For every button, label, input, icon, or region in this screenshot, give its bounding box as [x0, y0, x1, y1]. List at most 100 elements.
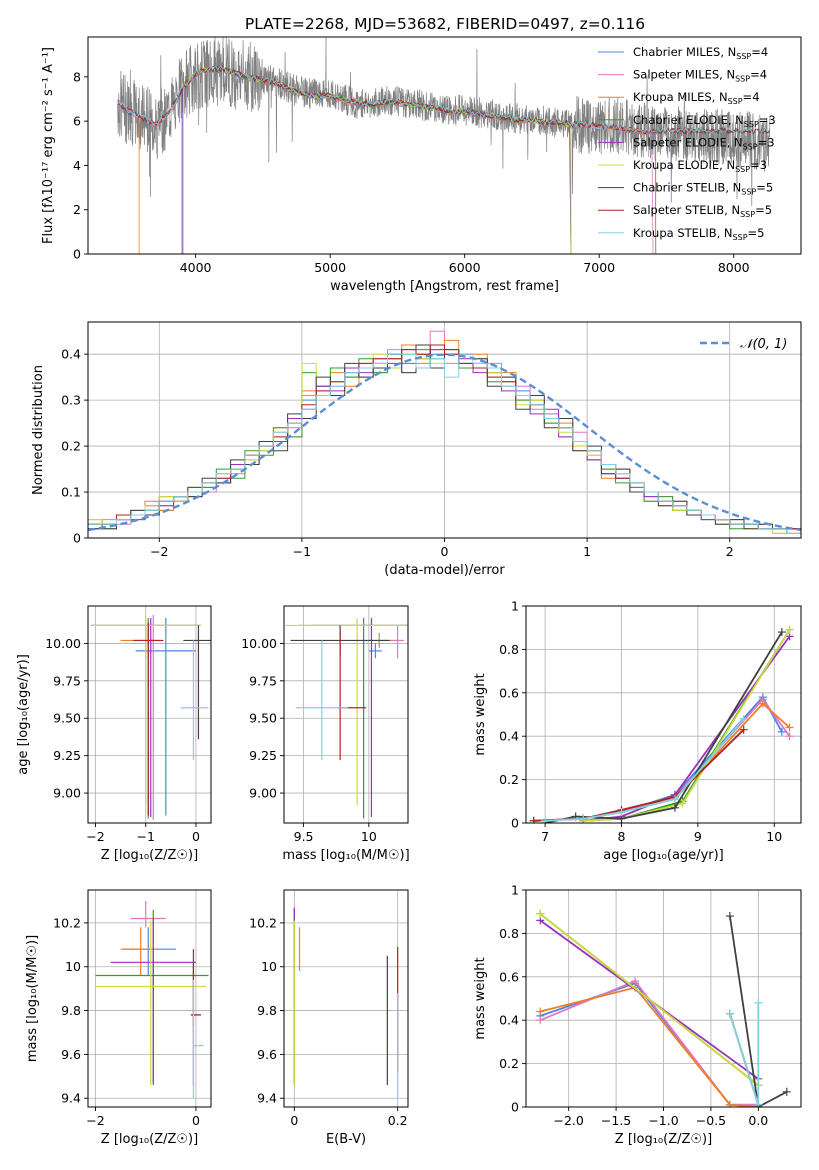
y-tick-label: 9.50 — [53, 711, 81, 726]
massweight-marker-8 — [725, 1009, 734, 1018]
x-tick-label: −2.0 — [553, 1113, 583, 1128]
legend-nssp-eq: = — [750, 68, 760, 82]
residual-hist-8 — [88, 353, 801, 534]
x-axis-label: (data-model)/error — [384, 563, 505, 578]
y-tick-label: 9.4 — [61, 1091, 81, 1106]
plot-area — [529, 625, 794, 823]
x-tick-label: −0.5 — [696, 1113, 726, 1128]
x-tick-label: 0 — [441, 544, 449, 559]
x-tick-label: 4000 — [180, 260, 212, 275]
x-tick-label: 10 — [766, 829, 782, 844]
massweight-line-3 — [583, 629, 791, 822]
x-tick-label: −1.5 — [601, 1113, 631, 1128]
x-tick-label: 7 — [541, 829, 549, 844]
legend-nssp-prefix: , N — [728, 113, 744, 127]
massweight-marker-2 — [536, 1007, 545, 1016]
legend-nssp-value: 4 — [761, 45, 768, 59]
legend-nssp-value: 5 — [757, 226, 764, 240]
legend-label: Salpeter MILES, NSSP=4 — [633, 68, 767, 84]
axes-frame — [87, 36, 802, 255]
massweight-marker-2 — [758, 699, 767, 708]
x-tick-label: 2 — [726, 544, 734, 559]
legend-nssp-prefix: , N — [725, 181, 741, 195]
y-tick-label: 9.25 — [249, 748, 277, 763]
legend-model-name: Salpeter STELIB — [633, 203, 724, 217]
legend-nssp-eq: = — [755, 203, 765, 217]
legend-nssp-eq: = — [750, 158, 760, 172]
plot-area — [536, 909, 791, 1107]
x-tick-label: 6000 — [449, 260, 481, 275]
y-axis-label: Normed distribution — [31, 365, 46, 495]
legend-nssp-sub: SSP — [735, 165, 750, 174]
legend-nssp-value: 3 — [760, 158, 767, 172]
y-tick-label: 6 — [73, 114, 81, 129]
plot-area — [95, 900, 209, 1099]
massweight-marker-1 — [785, 732, 794, 741]
y-tick-label: 0 — [73, 247, 81, 262]
y-tick-label: 0.2 — [499, 772, 519, 787]
x-tick-label: 0.0 — [748, 1113, 768, 1128]
y-tick-label: 10.00 — [241, 636, 277, 651]
y-tick-label: 9.75 — [249, 673, 277, 688]
y-axis-label: Flux [fλ10⁻¹⁷ erg cm⁻² s⁻¹ A⁻¹] — [41, 47, 56, 244]
legend-label: Chabrier ELODIE, NSSP=3 — [633, 113, 776, 129]
y-tick-label: 9.6 — [257, 1047, 277, 1062]
legend-nssp-eq: = — [751, 45, 761, 59]
legend-gaussian-label: 𝒩(0, 1) — [740, 337, 787, 352]
y-tick-label: 9.8 — [257, 1003, 277, 1018]
x-tick-label: 0 — [192, 829, 200, 844]
y-tick-label: 0.8 — [499, 642, 519, 657]
legend-label: Kroupa STELIB, NSSP=5 — [633, 226, 765, 242]
y-tick-label: 9.75 — [53, 673, 81, 688]
x-axis-label: age [log₁₀(age/yr)] — [603, 848, 724, 863]
y-tick-label: 0.2 — [61, 439, 81, 454]
plot-area — [88, 330, 801, 534]
massweight-line-2 — [539, 986, 759, 1107]
legend-nssp-eq: = — [758, 135, 768, 149]
y-tick-label: 1 — [511, 599, 519, 614]
y-tick-label: 2 — [73, 202, 81, 217]
massweight-marker-5 — [536, 909, 545, 918]
legend-model-name: Chabrier ELODIE — [633, 113, 728, 127]
legend-nssp-prefix: , N — [717, 226, 733, 240]
massweight-marker-8 — [617, 808, 626, 817]
massweight-marker-8 — [541, 816, 550, 823]
observed-spectrum — [117, 37, 771, 207]
x-axis-label: Z [log₁₀(Z/Z☉)] — [101, 848, 198, 863]
y-tick-label: 9.4 — [257, 1091, 277, 1106]
legend-nssp-sub: SSP — [740, 210, 755, 219]
y-tick-label: 9.6 — [61, 1047, 81, 1062]
legend-label: Chabrier MILES, NSSP=4 — [633, 45, 768, 61]
massweight-marker-8 — [579, 814, 588, 823]
legend-nssp-sub: SSP — [728, 97, 743, 106]
massweight-marker-6 — [725, 912, 734, 921]
massweight-marker-7 — [529, 816, 538, 823]
legend-nssp-prefix: , N — [719, 158, 735, 172]
x-tick-label: −2 — [86, 1113, 104, 1128]
y-tick-label: 0.2 — [499, 1056, 519, 1071]
x-tick-label: −1.0 — [648, 1113, 678, 1128]
massweight-marker-1 — [536, 1016, 545, 1025]
massweight-line-8 — [729, 1002, 760, 1106]
legend-nssp-sub: SSP — [743, 142, 758, 151]
y-tick-label: 10 — [261, 959, 277, 974]
x-tick-label: 10 — [361, 829, 377, 844]
massweight-marker-5 — [678, 799, 687, 808]
y-tick-label: 0.4 — [499, 1013, 519, 1028]
x-tick-label: 8000 — [718, 260, 750, 275]
chart-age-vs-mass: 9.5 10 9.00 9.25 9.50 9.75 10.00 mass [log₁₀(M/… — [241, 605, 410, 863]
x-axis-label: Z [log₁₀(Z/Z☉)] — [615, 1132, 712, 1147]
panels: Chabrier MILES, NSSP=4 Salpeter MILES, NS… — [16, 36, 802, 1147]
chart-massweight-vs-Z: −2.0 −1.5 −1.0 −0.5 0.0 0 0.2 0.4 0.6 0.8 1 Z [log₁… — [473, 883, 802, 1147]
legend-nssp-sub: SSP — [736, 52, 751, 61]
y-tick-label: 0.1 — [61, 485, 81, 500]
axes-frame — [525, 605, 802, 824]
legend-nssp-eq: = — [756, 181, 766, 195]
y-tick-label: 10 — [65, 959, 81, 974]
massweight-line-5 — [583, 629, 791, 822]
legend-nssp-eq: = — [743, 90, 753, 104]
figure-title: PLATE=2268, MJD=53682, FIBERID=0497, z=0… — [245, 15, 645, 33]
y-tick-label: 4 — [73, 158, 81, 173]
x-tick-label: −1 — [293, 544, 311, 559]
